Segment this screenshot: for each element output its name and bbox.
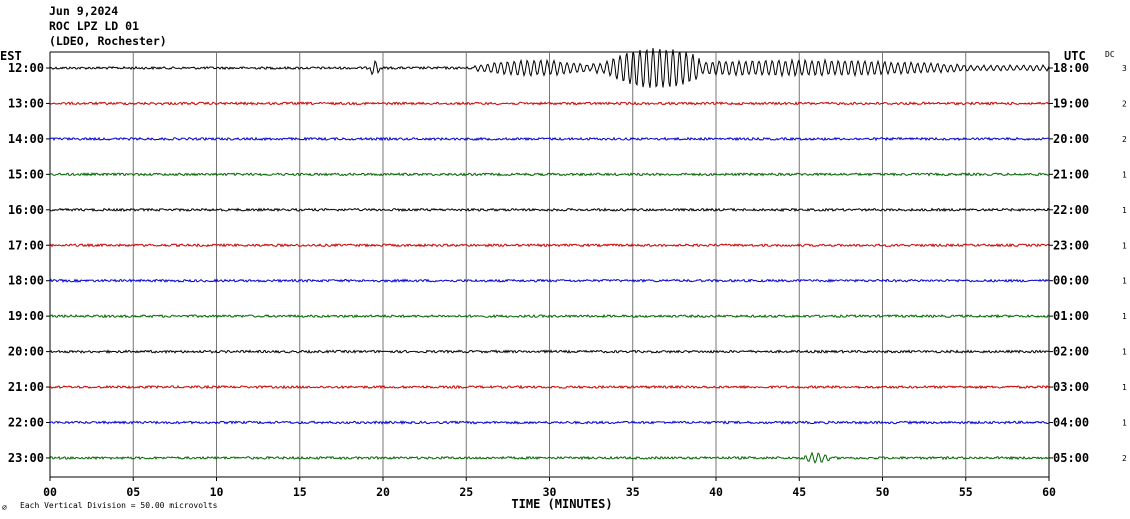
- network-name: (LDEO, Rochester): [49, 34, 167, 48]
- x-tick-label: 35: [626, 485, 640, 499]
- utc-hour-label: 20:00: [1053, 132, 1089, 146]
- trace-row-2200: [49, 420, 1050, 426]
- x-tick-label: 30: [543, 485, 557, 499]
- trace-row-2100: [49, 384, 1050, 390]
- trace-row-1600: [49, 207, 1050, 213]
- x-tick-label: 60: [1042, 485, 1056, 499]
- corner-mark: ⌀: [2, 503, 7, 512]
- trace-row-1700: [49, 242, 1050, 248]
- x-axis-title: TIME (MINUTES): [511, 497, 612, 511]
- utc-hour-label: 19:00: [1053, 96, 1089, 110]
- utc-hour-label: 05:00: [1053, 451, 1089, 465]
- est-hour-labels: 12:00 13:00 14:00 15:00 16:00 17:00 18:00 19:00…: [8, 61, 44, 465]
- utc-hour-label: 03:00: [1053, 380, 1089, 394]
- utc-hour-label: 01:00: [1053, 309, 1089, 323]
- est-hour-label: 13:00: [8, 96, 44, 110]
- dc-column-title: DC: [1105, 50, 1115, 59]
- station-name: ROC LPZ LD 01: [49, 19, 139, 33]
- trace-row-1400: [49, 136, 1050, 142]
- x-tick-label: 20: [376, 485, 390, 499]
- chart-grid: [46, 51, 1053, 478]
- dc-offset-label: 3: [1122, 64, 1127, 73]
- scale-note: Each Vertical Division = 50.00 microvolt…: [20, 501, 218, 510]
- est-hour-label: 14:00: [8, 132, 44, 146]
- utc-hour-label: 18:00: [1053, 61, 1089, 75]
- x-tick-label: 10: [210, 485, 224, 499]
- x-tick-label: 25: [459, 485, 473, 499]
- trace-row-1900: [49, 313, 1050, 319]
- est-axis-title: EST: [0, 49, 22, 63]
- utc-axis-title: UTC: [1064, 49, 1086, 63]
- est-hour-label: 23:00: [8, 451, 44, 465]
- trace-row-1800: [49, 278, 1050, 284]
- trace-row-2300: [49, 451, 1050, 464]
- x-tick-label: 55: [959, 485, 973, 499]
- dc-offset-label: 1: [1122, 206, 1127, 215]
- seismic-traces: [49, 48, 1050, 464]
- dc-offset-label: 1: [1122, 348, 1127, 357]
- trace-row-1500: [49, 172, 1050, 177]
- x-tick-label: 50: [876, 485, 890, 499]
- dc-offset-label: 2: [1122, 99, 1127, 108]
- x-axis-ticks: 00 05 10 15 20 25 30 35 40 45 50 55 60: [43, 477, 1056, 499]
- x-tick-label: 00: [43, 485, 57, 499]
- dc-offset-label: 1: [1122, 170, 1127, 179]
- utc-hour-label: 00:00: [1053, 274, 1089, 288]
- dc-offset-label: 1: [1122, 277, 1127, 286]
- est-hour-label: 17:00: [8, 238, 44, 252]
- est-hour-label: 18:00: [8, 274, 44, 288]
- est-hour-label: 15:00: [8, 167, 44, 181]
- est-hour-label: 19:00: [8, 309, 44, 323]
- dc-offset-label: 1: [1122, 383, 1127, 392]
- x-tick-label: 05: [126, 485, 140, 499]
- x-tick-label: 45: [792, 485, 806, 499]
- dc-offset-label: 2: [1122, 135, 1127, 144]
- x-tick-label: 15: [293, 485, 307, 499]
- chart-date: Jun 9,2024: [49, 4, 118, 18]
- utc-hour-label: 02:00: [1053, 345, 1089, 359]
- est-hour-label: 16:00: [8, 203, 44, 217]
- trace-row-1200: [49, 48, 1050, 88]
- dc-offset-label: 2: [1122, 454, 1127, 463]
- utc-hour-label: 23:00: [1053, 238, 1089, 252]
- dc-offset-label: 1: [1122, 241, 1127, 250]
- est-hour-label: 20:00: [8, 345, 44, 359]
- dc-offset-label: 1: [1122, 312, 1127, 321]
- utc-hour-label: 22:00: [1053, 203, 1089, 217]
- dc-offset-label: 1: [1122, 419, 1127, 428]
- x-tick-label: 40: [709, 485, 723, 499]
- utc-hour-labels: 18:00 19:00 20:00 21:00 22:00 23:00 00:00 01:00…: [1053, 61, 1089, 465]
- utc-hour-label: 21:00: [1053, 167, 1089, 181]
- est-hour-label: 22:00: [8, 416, 44, 430]
- utc-hour-label: 04:00: [1053, 416, 1089, 430]
- dc-offset-labels: 3 2 2 1 1 1 1 1 1 1 1 2: [1122, 64, 1127, 463]
- est-hour-label: 12:00: [8, 61, 44, 75]
- trace-row-2000: [49, 349, 1050, 354]
- trace-row-1300: [49, 101, 1050, 106]
- est-hour-label: 21:00: [8, 380, 44, 394]
